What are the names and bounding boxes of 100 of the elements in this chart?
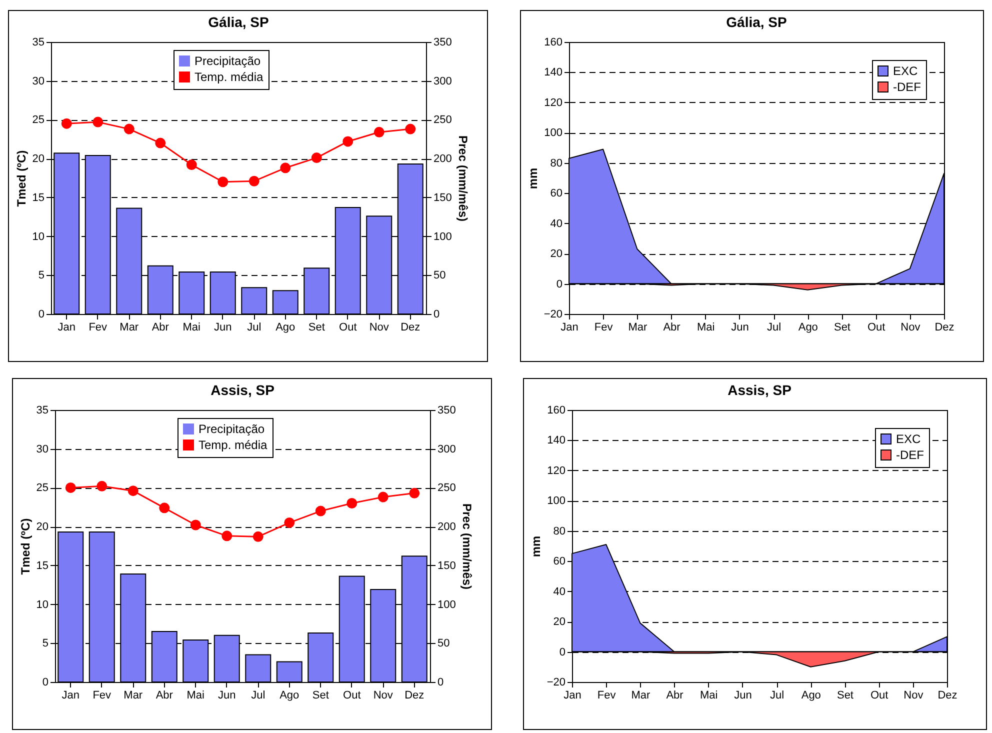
y-axis-title: mm (528, 536, 543, 558)
chart-title: Gália, SP (726, 14, 787, 30)
x-tick-label: Fev (597, 690, 616, 702)
legend-label: EXC (896, 432, 922, 446)
x-tick-label: Dez (400, 322, 420, 334)
y2-tick-label: 50 (434, 270, 446, 282)
y-axis-title: mm (526, 168, 540, 190)
y-tick-label: 120 (547, 464, 566, 477)
point (409, 488, 420, 498)
legend-label: -DEF (893, 80, 921, 94)
y2-tick-label: 150 (438, 560, 456, 572)
y-tick-label: −20 (546, 676, 566, 688)
y-tick-label: 10 (32, 230, 44, 243)
x-tick-label: Dez (934, 322, 954, 334)
legend-label: -DEF (896, 448, 924, 462)
y-tick-label: 5 (38, 270, 44, 282)
y-tick-label: 15 (36, 560, 48, 572)
x-tick-label: Jun (734, 690, 752, 702)
y-tick-label: 100 (547, 495, 566, 508)
y-axis-title: Tmed (ºC) (14, 150, 28, 207)
x-tick-label: Jun (214, 322, 232, 334)
y-tick-label: 25 (32, 114, 44, 126)
x-tick-label: Out (339, 322, 357, 334)
y-tick-label: 100 (544, 127, 562, 140)
x-tick-label: Set (308, 322, 325, 334)
y-tick-label: 0 (559, 646, 566, 658)
x-tick-label: Ago (798, 322, 818, 334)
point (280, 162, 291, 174)
y-tick-label: 0 (38, 308, 44, 320)
x-tick-label: Dez (404, 690, 424, 702)
x-tick-label: Jan (560, 322, 578, 334)
y-tick-label: 20 (553, 616, 566, 628)
x-tick-label: Mar (628, 322, 648, 334)
y2-tick-label: 0 (434, 308, 440, 320)
y-tick-label: 30 (32, 75, 44, 88)
x-tick-label: Jul (251, 690, 266, 702)
y-tick-label: 5 (42, 638, 48, 650)
point (124, 124, 134, 134)
y-tick-label: 0 (42, 676, 48, 688)
y-tick-label: 40 (553, 586, 566, 598)
y2-tick-label: 100 (438, 598, 456, 611)
x-tick-label: Mai (182, 322, 200, 334)
x-tick-label: Out (343, 690, 361, 702)
legend-label: EXC (893, 64, 918, 78)
x-tick-label: Set (312, 690, 329, 702)
point (61, 118, 72, 129)
y2-tick-label: 300 (434, 75, 452, 88)
chart-title: Gália, SP (208, 14, 269, 30)
x-tick-label: Jun (218, 690, 236, 702)
y2-tick-label: 350 (438, 404, 456, 416)
x-tick-label: Jan (62, 690, 80, 702)
y2-tick-label: 200 (434, 153, 452, 166)
point (92, 116, 104, 128)
x-tick-label: Mai (186, 690, 204, 702)
point (284, 517, 295, 528)
x-tick-label: Abr (666, 690, 684, 702)
y2-tick-label: 350 (434, 36, 452, 48)
point (159, 502, 170, 514)
x-tick-label: Jul (247, 322, 262, 334)
y-tick-label: 140 (544, 66, 562, 79)
y-tick-label: 35 (36, 404, 48, 416)
point (374, 126, 384, 138)
x-tick-label: Ago (280, 690, 300, 702)
x-tick-label: Jul (767, 322, 782, 334)
x-tick-label: Nov (369, 322, 390, 334)
y-axis-title: Tmed (ºC) (18, 518, 32, 575)
point (128, 486, 138, 496)
y-tick-label: −20 (544, 308, 562, 320)
point (222, 530, 232, 542)
y-tick-label: 160 (544, 36, 562, 48)
x-tick-label: Mar (124, 690, 143, 702)
y2-tick-label: 300 (438, 443, 456, 456)
y2-tick-label: 250 (438, 482, 456, 494)
x-tick-label: Abr (152, 322, 170, 334)
x-tick-label: Jun (731, 322, 749, 334)
y-tick-label: 35 (32, 36, 44, 48)
point (186, 160, 197, 170)
point (311, 152, 322, 164)
x-tick-label: Abr (663, 322, 681, 334)
x-tick-label: Abr (156, 690, 174, 702)
y2-axis-title: Prec (mm/mês) (460, 503, 474, 590)
y-tick-label: 20 (550, 248, 562, 260)
x-tick-label: Nov (373, 690, 394, 702)
x-tick-label: Set (836, 690, 854, 702)
x-tick-label: Out (867, 322, 886, 334)
x-tick-label: Ago (801, 690, 821, 702)
y-tick-label: 80 (553, 525, 566, 538)
x-tick-label: Mai (696, 322, 715, 334)
point (378, 492, 388, 502)
chart-title: Assis, SP (210, 382, 274, 398)
x-tick-label: Set (834, 322, 850, 334)
y-tick-label: 25 (36, 482, 48, 494)
y-tick-label: 20 (32, 153, 44, 166)
point (65, 482, 76, 493)
legend-label: Temp. média (198, 438, 268, 452)
y-tick-label: 160 (547, 404, 566, 416)
y-tick-label: 120 (544, 96, 562, 109)
y-tick-label: 60 (553, 556, 566, 568)
point (315, 506, 326, 516)
y2-tick-label: 50 (438, 638, 450, 650)
